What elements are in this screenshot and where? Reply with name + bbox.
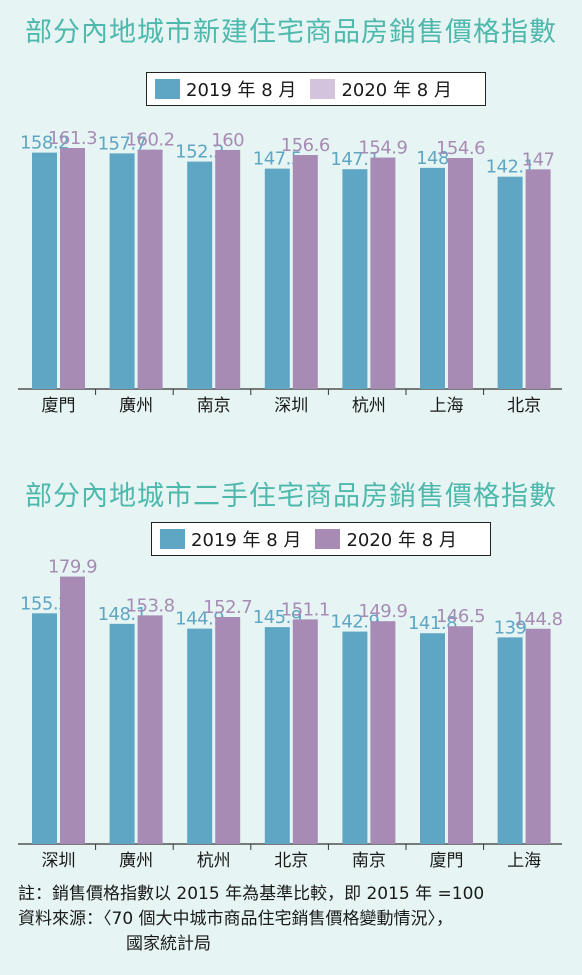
legend-item-2020: 2020 年 8 月	[310, 76, 452, 102]
legend-item-2019: 2019 年 8 月	[160, 526, 301, 552]
data-label: 142.1	[486, 157, 535, 178]
footnote-source-org: 國家統計局	[126, 934, 211, 954]
category-label: 杭州	[352, 396, 386, 416]
data-label: 147	[522, 149, 555, 170]
category-label: 廣州	[119, 851, 153, 871]
bar-2020-北京	[292, 619, 318, 844]
chart-2-legend: 2019 年 8 月 2020 年 8 月	[151, 522, 491, 556]
data-label: 179.9	[48, 557, 97, 578]
category-label: 深圳	[42, 851, 76, 871]
bar-2019-廣州	[109, 623, 135, 844]
data-label: 148	[416, 148, 449, 169]
bar-2019-廈門	[32, 152, 57, 389]
footnote-source: 資料來源：〈70 個大中城市商品住宅銷售價格變動情況〉，	[18, 909, 454, 929]
bar-2019-北京	[497, 176, 523, 389]
bar-2020-北京	[525, 169, 551, 389]
chart-1: 158.2161.3廈門157.7160.2廣州152.2160南京147.51…	[18, 128, 562, 416]
data-label: 151.1	[281, 599, 330, 620]
bar-2020-深圳	[292, 155, 318, 389]
category-label: 上海	[430, 396, 464, 416]
data-label: 153.8	[126, 595, 175, 616]
data-label: 139	[494, 617, 527, 638]
category-label: 上海	[507, 851, 541, 871]
data-label: 157.7	[98, 133, 147, 154]
category-label: 杭州	[197, 851, 231, 871]
category-label: 南京	[197, 396, 231, 416]
data-label: 144.8	[514, 609, 563, 630]
category-label: 廈門	[430, 851, 464, 871]
bar-2019-南京	[187, 161, 213, 389]
category-label: 北京	[274, 851, 308, 871]
category-label: 北京	[507, 396, 541, 416]
legend-swatch-2019	[155, 79, 180, 99]
bar-2020-廈門	[448, 626, 473, 844]
bar-2019-北京	[264, 627, 290, 844]
bar-2020-南京	[215, 149, 241, 389]
legend-item-2019: 2019 年 8 月	[155, 76, 296, 102]
bar-2020-廈門	[60, 147, 85, 389]
category-label: 廣州	[119, 396, 153, 416]
data-label: 152.7	[203, 597, 252, 618]
data-label: 156.6	[281, 135, 330, 156]
data-label: 158.2	[20, 133, 69, 154]
bar-2019-杭州	[187, 628, 213, 844]
bar-2019-上海	[497, 637, 523, 844]
legend-swatch-2020	[315, 529, 341, 549]
legend-swatch-2020	[310, 79, 336, 99]
legend-label-2020: 2020 年 8 月	[346, 530, 457, 551]
category-label: 深圳	[274, 396, 308, 416]
legend-item-2020: 2020 年 8 月	[315, 526, 457, 552]
chart-2-title: 部分內地城市二手住宅商品房銷售價格指數	[25, 481, 557, 512]
legend-label-2019: 2019 年 8 月	[191, 530, 302, 551]
data-label: 152.2	[175, 142, 224, 163]
data-label: 148.1	[98, 604, 147, 625]
data-label: 141.8	[408, 613, 457, 634]
bar-2020-杭州	[370, 157, 396, 389]
data-label: 160	[211, 130, 244, 151]
data-label: 154.6	[436, 138, 485, 159]
legend-label-2020: 2020 年 8 月	[341, 80, 452, 101]
chart-1-legend: 2019 年 8 月 2020 年 8 月	[146, 72, 486, 106]
bar-2019-深圳	[264, 168, 290, 389]
legend-label-2019: 2019 年 8 月	[186, 80, 297, 101]
category-label: 廈門	[42, 396, 76, 416]
data-label: 160.2	[126, 130, 175, 151]
bar-2020-上海	[448, 158, 473, 389]
bar-2019-上海	[420, 167, 445, 389]
bar-2019-南京	[342, 631, 368, 844]
bar-2020-上海	[525, 628, 551, 844]
data-label: 144.9	[175, 609, 224, 630]
data-label: 161.3	[48, 128, 97, 149]
bar-2019-廈門	[420, 633, 445, 844]
legend-swatch-2019	[160, 529, 185, 549]
footnote: 註：銷售價格指數以 2015 年為基準比較，即 2015 年 =100 資料來源…	[18, 882, 578, 957]
bar-2019-杭州	[342, 169, 368, 389]
bar-2020-杭州	[215, 617, 241, 844]
bar-2020-廣州	[137, 615, 163, 844]
bar-2019-深圳	[32, 613, 57, 844]
data-label: 154.9	[358, 138, 407, 159]
footnote-base-note: 註：銷售價格指數以 2015 年為基準比較，即 2015 年 =100	[18, 884, 485, 904]
data-label: 147.1	[330, 149, 379, 170]
data-label: 147.5	[253, 149, 302, 170]
bar-2020-深圳	[60, 576, 85, 844]
data-label: 155.2	[20, 593, 69, 614]
bar-2020-廣州	[137, 149, 163, 389]
bar-2019-廣州	[109, 153, 135, 389]
data-label: 145.9	[253, 607, 302, 628]
data-label: 146.5	[436, 606, 485, 627]
data-label: 149.9	[358, 601, 407, 622]
data-label: 142.9	[330, 612, 379, 633]
chart-1-title: 部分內地城市新建住宅商品房銷售價格指數	[25, 17, 557, 48]
category-label: 南京	[352, 851, 386, 871]
bar-2020-南京	[370, 621, 396, 844]
